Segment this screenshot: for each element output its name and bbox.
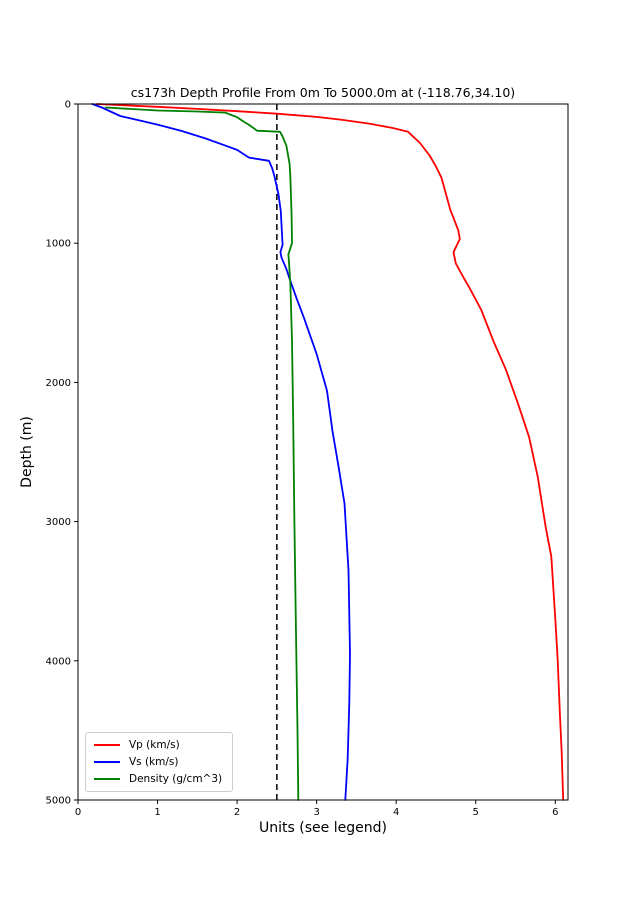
- y-tick-label: 3000: [46, 517, 71, 528]
- chart-title: cs173h Depth Profile From 0m To 5000.0m …: [130, 85, 516, 100]
- x-tick-label: 0: [75, 807, 81, 818]
- legend-label-vp: Vp (km/s): [129, 739, 180, 751]
- density-line-swatch: [94, 778, 120, 780]
- legend-label-density: Density (g/cm^3): [129, 773, 223, 785]
- y-tick-label: 4000: [46, 656, 71, 667]
- x-axis-label: Units (see legend): [259, 820, 387, 836]
- vs-line-swatch: [94, 761, 120, 763]
- legend-item-vs: Vs (km/s): [94, 756, 222, 768]
- series-line-vs: [91, 103, 351, 801]
- x-tick-label: 2: [234, 807, 240, 818]
- legend-label-vs: Vs (km/s): [129, 756, 179, 768]
- x-tick-label: 6: [552, 807, 558, 818]
- plot-border: [77, 103, 569, 801]
- y-tick-label: 2000: [46, 378, 71, 389]
- x-tick-label: 5: [473, 807, 479, 818]
- legend-item-density: Density (g/cm^3): [94, 773, 222, 785]
- y-tick-label: 1000: [46, 239, 71, 250]
- y-axis-label: Depth (m): [19, 416, 35, 488]
- x-tick-label: 4: [393, 807, 399, 818]
- vp-line-swatch: [94, 744, 120, 746]
- y-tick-label: 0: [65, 100, 71, 111]
- x-tick-label: 3: [313, 807, 319, 818]
- y-tick-label: 5000: [46, 796, 71, 807]
- legend: Vp (km/s) Vs (km/s) Density (g/cm^3): [85, 732, 234, 792]
- x-tick-label: 1: [154, 807, 160, 818]
- series-line-vp: [96, 103, 565, 801]
- series-line-density: [104, 106, 300, 801]
- legend-item-vp: Vp (km/s): [94, 739, 222, 751]
